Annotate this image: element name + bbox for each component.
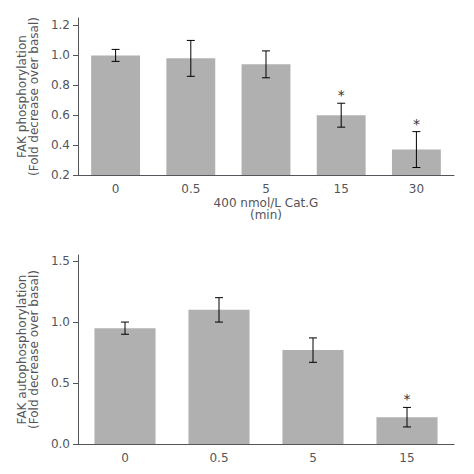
svg-text:5: 5 xyxy=(262,182,270,196)
svg-text:*: * xyxy=(413,116,420,132)
svg-text:1.2: 1.2 xyxy=(51,18,70,32)
svg-text:(Fold decrease over basal): (Fold decrease over basal) xyxy=(27,270,41,429)
svg-text:1.0: 1.0 xyxy=(51,48,70,62)
svg-text:15: 15 xyxy=(334,182,349,196)
svg-text:FAK phosphorylation: FAK phosphorylation xyxy=(15,35,29,158)
svg-text:0.0: 0.0 xyxy=(51,437,70,451)
svg-text:0.5: 0.5 xyxy=(51,376,70,390)
svg-text:5: 5 xyxy=(309,451,317,465)
svg-text:0.4: 0.4 xyxy=(51,138,70,152)
svg-text:0: 0 xyxy=(121,451,129,465)
svg-text:(min): (min) xyxy=(250,208,282,222)
svg-text:0.8: 0.8 xyxy=(51,78,70,92)
svg-text:FAK autophosphorylation: FAK autophosphorylation xyxy=(15,274,29,425)
svg-text:0.2: 0.2 xyxy=(51,168,70,182)
svg-text:*: * xyxy=(404,391,411,407)
svg-text:1.5: 1.5 xyxy=(51,254,70,268)
svg-text:0: 0 xyxy=(112,182,120,196)
svg-text:*: * xyxy=(338,87,345,103)
svg-text:0.6: 0.6 xyxy=(51,108,70,122)
svg-text:1.0: 1.0 xyxy=(51,315,70,329)
svg-text:30: 30 xyxy=(409,182,424,196)
svg-text:(Fold decrease over basal): (Fold decrease over basal) xyxy=(27,17,41,176)
svg-text:0.5: 0.5 xyxy=(181,182,200,196)
svg-text:15: 15 xyxy=(399,451,414,465)
svg-text:400 nmol/L Cat.G: 400 nmol/L Cat.G xyxy=(213,196,319,210)
svg-text:0.5: 0.5 xyxy=(209,451,228,465)
